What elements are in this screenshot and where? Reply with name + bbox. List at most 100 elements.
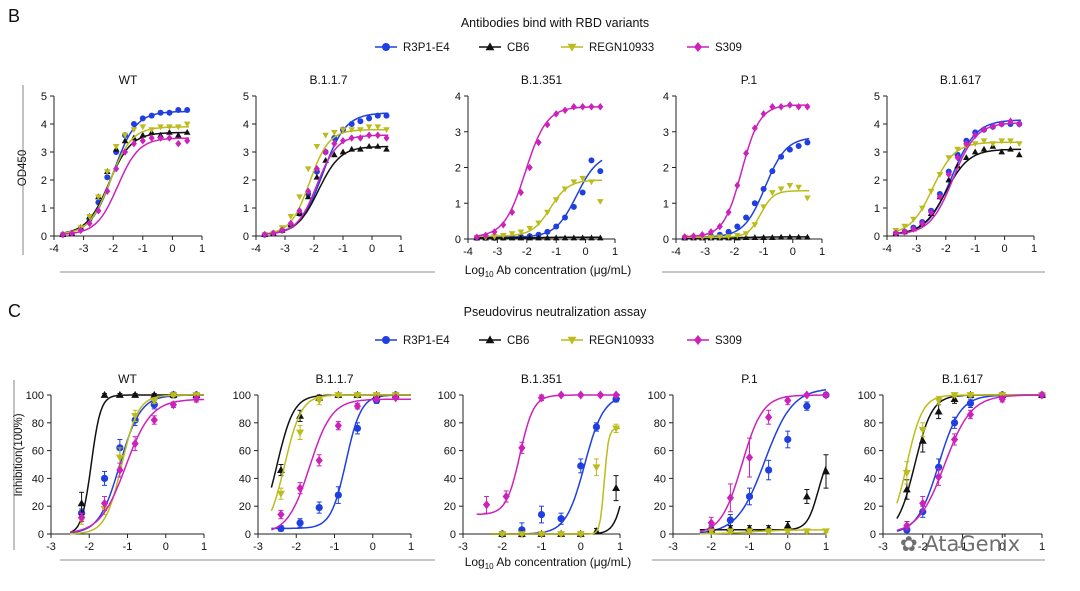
fit-curve: [683, 190, 810, 238]
watermark-icon: ✿: [900, 532, 918, 556]
data-point: [954, 153, 961, 162]
data-point: [383, 127, 390, 134]
y-tick-label: 5: [243, 91, 249, 103]
data-point: [322, 132, 329, 139]
data-point: [972, 131, 979, 139]
data-point: [150, 415, 158, 425]
y-tick-label: 4: [663, 91, 669, 103]
data-point: [353, 424, 362, 432]
data-point: [296, 194, 303, 201]
y-tick-label: 3: [874, 147, 880, 159]
series-s309: [892, 117, 1023, 237]
panel-c-xlabel: Log10 Ab concentration (μg/mL): [465, 555, 632, 571]
data-point: [901, 223, 908, 230]
data-point: [945, 155, 953, 162]
y-tick-label: 2: [455, 163, 461, 175]
data-point: [509, 208, 516, 216]
y-tick-label: 2: [243, 175, 249, 187]
fit-curve: [894, 119, 1022, 235]
x-tick-label: 1: [1031, 243, 1037, 255]
data-point: [86, 219, 93, 228]
x-tick-label: -2: [497, 541, 507, 553]
y-tick-label: 20: [444, 501, 456, 513]
data-point: [270, 229, 277, 237]
data-point: [374, 131, 381, 139]
fit-curve: [271, 398, 411, 531]
fit-curve: [476, 394, 620, 516]
y-tick-label: 0: [245, 529, 251, 541]
fit-curve: [699, 394, 827, 533]
panel-b-title: Antibodies bind with RBD variants: [460, 16, 650, 30]
y-tick-label: 100: [233, 390, 251, 402]
legend-marker: [694, 335, 702, 345]
y-tick-label: 0: [450, 529, 456, 541]
x-tick-label: 0: [785, 541, 791, 553]
y-tick-label: 60: [654, 446, 666, 458]
data-point: [989, 123, 996, 131]
series-s309: [261, 131, 390, 239]
data-point: [764, 528, 773, 536]
y-tick-label: 20: [239, 501, 251, 513]
legend-label: S309: [715, 42, 742, 54]
data-point: [175, 124, 182, 131]
series-r3p1-e4: [473, 157, 604, 241]
y-tick-label: 4: [874, 119, 880, 131]
data-point: [751, 234, 759, 240]
data-point: [374, 112, 381, 119]
y-tick-label: 20: [864, 501, 876, 513]
data-point: [745, 453, 754, 463]
x-tick-label: -2: [291, 541, 301, 553]
x-tick-label: -3: [700, 246, 710, 258]
chart-panel: P.1 0 1 2 3 4 -4 -3 -2 -1 0 1: [663, 73, 825, 258]
data-point: [557, 390, 565, 400]
series-regn10933: [261, 124, 390, 239]
data-point: [802, 492, 811, 500]
panel-title: WT: [119, 73, 138, 87]
data-point: [966, 409, 975, 419]
data-point: [121, 132, 129, 139]
legend-marker: [694, 42, 702, 52]
x-tick-label: -1: [551, 246, 561, 258]
legend-marker: [567, 336, 577, 345]
panel-title: P.1: [741, 73, 758, 87]
data-point: [502, 491, 510, 501]
y-tick-label: 100: [438, 390, 456, 402]
series-cb6: [270, 390, 411, 488]
data-point: [778, 102, 785, 111]
x-tick-label: 0: [790, 246, 796, 258]
y-tick-label: 5: [41, 91, 47, 103]
data-point: [517, 234, 525, 241]
x-tick-label: -3: [912, 243, 922, 255]
data-point: [561, 234, 569, 241]
x-tick-label: -1: [330, 541, 340, 553]
data-point: [612, 483, 621, 492]
x-tick-label: -3: [46, 541, 56, 553]
data-point: [588, 157, 595, 164]
data-point: [562, 106, 569, 115]
chart-panel: WT 0 1 2 3 4 5 -4 -3 -2 -1 0 1: [41, 73, 205, 255]
data-point: [725, 208, 732, 216]
legend-marker: [382, 43, 390, 51]
data-point: [760, 185, 767, 192]
data-point: [734, 181, 741, 190]
data-point: [804, 233, 811, 240]
data-point: [998, 148, 1005, 155]
data-point: [971, 141, 979, 148]
data-point: [374, 124, 382, 131]
x-tick-label: -2: [730, 246, 740, 258]
data-point: [313, 165, 320, 173]
x-tick-label: -2: [309, 243, 319, 255]
data-point: [1016, 141, 1023, 148]
data-point: [526, 225, 534, 232]
data-point: [570, 203, 577, 210]
data-point: [517, 188, 524, 197]
data-point: [473, 233, 480, 241]
y-tick-label: 60: [864, 446, 876, 458]
data-point: [334, 491, 342, 499]
data-point: [482, 231, 489, 240]
y-tick-label: 2: [663, 163, 669, 175]
data-point: [500, 220, 507, 229]
series-cb6: [69, 390, 204, 534]
y-tick-label: 40: [864, 473, 876, 485]
fit-curve: [69, 398, 204, 534]
